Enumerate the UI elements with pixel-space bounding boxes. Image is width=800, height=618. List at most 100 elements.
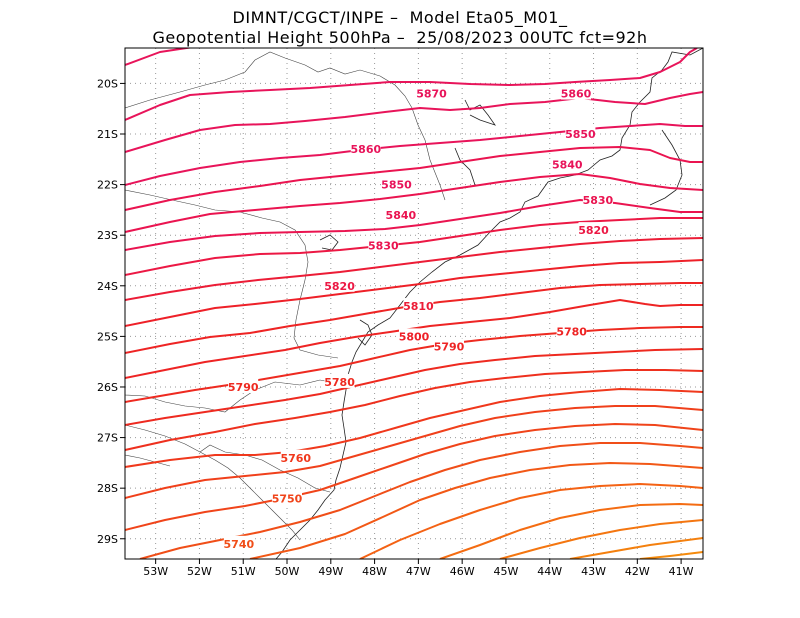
height-contour-line (125, 91, 703, 153)
contour-label: 5780 (556, 325, 587, 338)
contour-label-background (403, 298, 434, 313)
contour-label: 5800 (399, 330, 430, 343)
contour-label-background (385, 206, 416, 221)
contour-label: 5860 (561, 88, 592, 101)
contour-labels: 5870 5860 5860 5850 5850 5840 5840 5830 5830 5820… (223, 85, 614, 551)
contour-label: 5850 (565, 128, 596, 141)
coastline (357, 319, 373, 346)
height-contour-line (125, 326, 703, 403)
height-contour-line (569, 537, 703, 559)
contour-label-background (582, 191, 613, 206)
lon-tick-label: 41W (669, 565, 694, 578)
height-contour-line (125, 123, 703, 186)
height-contour-line (125, 237, 703, 301)
contour-label-background (280, 449, 311, 464)
political-border (125, 424, 301, 541)
contour-label-background (561, 85, 592, 100)
lat-tick-label: 20S (97, 77, 118, 90)
contour-label-background (324, 373, 355, 388)
contour-label: 5840 (386, 209, 417, 222)
contour-label-background (399, 328, 429, 343)
contour-label-background (552, 156, 583, 171)
height-contour-line (125, 259, 703, 327)
contour-label: 5870 (416, 88, 447, 101)
contour-label: 5840 (552, 158, 583, 171)
lat-tick-label: 21S (97, 128, 118, 141)
height-contour-line (125, 146, 703, 211)
contour-label: 5780 (324, 376, 355, 389)
lat-tick-label: 29S (97, 533, 118, 546)
political-border (125, 189, 339, 359)
lon-tick-label: 42W (625, 565, 650, 578)
coastline (454, 147, 476, 189)
coastline (649, 129, 683, 206)
map-title-line-2: Geopotential Height 500hPa – 25/08/2023 … (152, 28, 648, 47)
height-contour-line (639, 551, 703, 559)
contour-label-background (228, 378, 259, 393)
contour-label: 5790 (228, 381, 259, 394)
contour-label-background (434, 338, 465, 353)
height-contour-line (125, 217, 703, 276)
contour-label-background (368, 237, 399, 252)
height-contour-line (125, 405, 703, 499)
coastline (275, 48, 703, 559)
coastline (319, 234, 339, 251)
lon-tick-label: 43W (581, 565, 606, 578)
height-contours (125, 48, 703, 559)
contour-label: 5860 (351, 143, 382, 156)
height-contour-line (125, 388, 703, 468)
contour-label-background (272, 490, 303, 505)
lat-tick-label: 26S (97, 381, 118, 394)
lon-tick-label: 53W (143, 565, 168, 578)
lon-tick-label: 50W (275, 565, 300, 578)
height-contour-line (125, 173, 703, 233)
height-contour-line (125, 48, 698, 121)
lon-tick-label: 51W (231, 565, 256, 578)
contour-label-background (578, 222, 609, 237)
contour-label: 5790 (434, 341, 465, 354)
height-contour-line (125, 299, 703, 379)
lon-tick-label: 52W (187, 565, 212, 578)
lon-tick-label: 48W (362, 565, 387, 578)
lat-tick-label: 23S (97, 229, 118, 242)
contour-label: 5750 (272, 492, 303, 505)
contour-label: 5820 (324, 280, 355, 293)
contour-label-background (324, 277, 355, 292)
contour-label: 5830 (583, 194, 614, 207)
contour-label: 5810 (403, 300, 434, 313)
contour-label-background (350, 141, 381, 156)
map-title-line-1: DIMNT/CGCT/INPE – Model Eta05_M01_ (232, 8, 568, 27)
lat-tick-label: 27S (97, 432, 118, 445)
axis-ticks: 53W 52W 51W 50W 49W 48W 47W 46W 45W 44W 43W 42W 41W 2… (97, 77, 694, 578)
lon-tick-label: 49W (318, 565, 343, 578)
political-border (199, 444, 331, 493)
contour-label: 5760 (280, 452, 311, 465)
lon-tick-label: 47W (406, 565, 431, 578)
height-contour-line (125, 369, 703, 451)
lat-tick-label: 28S (97, 482, 118, 495)
contour-label-background (556, 323, 587, 338)
coastline (464, 99, 497, 126)
contour-label-background (223, 535, 254, 550)
lat-tick-label: 25S (97, 330, 118, 343)
political-border (125, 454, 171, 467)
lon-tick-label: 45W (494, 565, 519, 578)
height-contour-line (439, 503, 703, 559)
contour-label-background (381, 176, 412, 191)
height-contour-line (125, 199, 703, 251)
political-border (125, 51, 446, 201)
lat-tick-label: 22S (97, 179, 118, 192)
height-contour-line (125, 48, 194, 66)
height-contour-line (249, 462, 703, 559)
plot-frame (124, 47, 704, 560)
contour-label: 5830 (368, 239, 399, 252)
coastline-and-borders (125, 48, 703, 559)
height-contour-line (499, 519, 703, 559)
contour-label-background (565, 126, 596, 141)
height-contour-line (125, 423, 703, 531)
height-contour-line (359, 483, 703, 559)
height-contour-line (125, 348, 703, 426)
contour-label-background (416, 85, 447, 100)
contour-label: 5820 (578, 224, 609, 237)
